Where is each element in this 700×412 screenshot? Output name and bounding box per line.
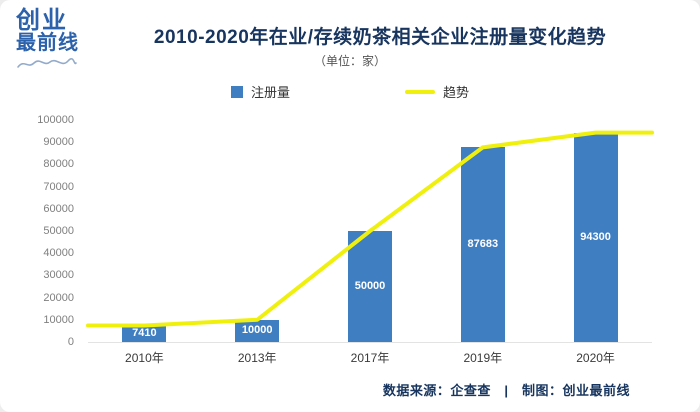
y-tick-label: 40000 <box>43 247 74 260</box>
y-tick-label: 20000 <box>43 291 74 304</box>
logo: 创业 最前线 <box>16 8 79 77</box>
page-title: 2010-2020年在业/存续奶茶相关企业注册量变化趋势 <box>153 27 607 48</box>
y-tick-label: 30000 <box>43 269 74 282</box>
chart-subtitle: （单位：家） <box>313 54 386 68</box>
legend: 注册量 趋势 <box>0 82 700 101</box>
bar-swatch-icon <box>230 85 243 98</box>
logo-script-squiggle <box>16 56 79 77</box>
y-tick-label: 0 <box>67 336 74 348</box>
y-tick-label: 80000 <box>43 158 74 171</box>
bar-value-label: 94300 <box>580 230 611 243</box>
y-tick-label: 10000 <box>43 313 74 326</box>
line-swatch-icon <box>405 89 435 94</box>
y-tick-label: 90000 <box>43 136 74 149</box>
y-tick-label: 70000 <box>43 180 74 193</box>
y-axis: 0 10000 20000 30000 40000 50000 60000 70000 8000… <box>0 114 80 348</box>
bar: 7410 <box>122 325 167 342</box>
y-tick-label: 100000 <box>37 114 74 126</box>
bar-value-label: 10000 <box>241 324 273 337</box>
bar-value-label: 50000 <box>354 280 386 292</box>
x-tick-label: 2010年 <box>125 351 164 365</box>
logo-line2: 最前线 <box>16 32 79 55</box>
trend-line <box>86 130 654 328</box>
bar-value-label: 7410 <box>132 327 157 340</box>
plot-area: 7410 10000 50000 87683 94300 <box>86 120 654 343</box>
y-tick-label: 50000 <box>43 225 74 237</box>
legend-bar-label: 注册量 <box>250 85 290 100</box>
bar: 10000 <box>235 319 280 342</box>
legend-item-line: 趋势 <box>405 82 469 101</box>
legend-line-label: 趋势 <box>443 85 470 100</box>
legend-item-bar: 注册量 <box>230 82 290 101</box>
x-tick-label: 2017年 <box>350 351 390 365</box>
x-axis: 2010年 2013年 2017年 2019年 2020年 <box>88 349 652 365</box>
bar: 94300 <box>573 132 618 342</box>
y-tick-label: 60000 <box>43 202 74 215</box>
x-tick-label: 2019年 <box>463 351 503 365</box>
bar: 50000 <box>348 231 392 342</box>
logo-line1: 创业 <box>16 7 68 34</box>
x-tick-label: 2013年 <box>237 351 277 365</box>
x-tick-label: 2020年 <box>576 351 615 365</box>
bar-value-label: 87683 <box>467 238 499 251</box>
source-credit: 数据来源：企查查 | 制图：创业最前线 <box>382 383 630 398</box>
bar: 87683 <box>460 147 505 342</box>
